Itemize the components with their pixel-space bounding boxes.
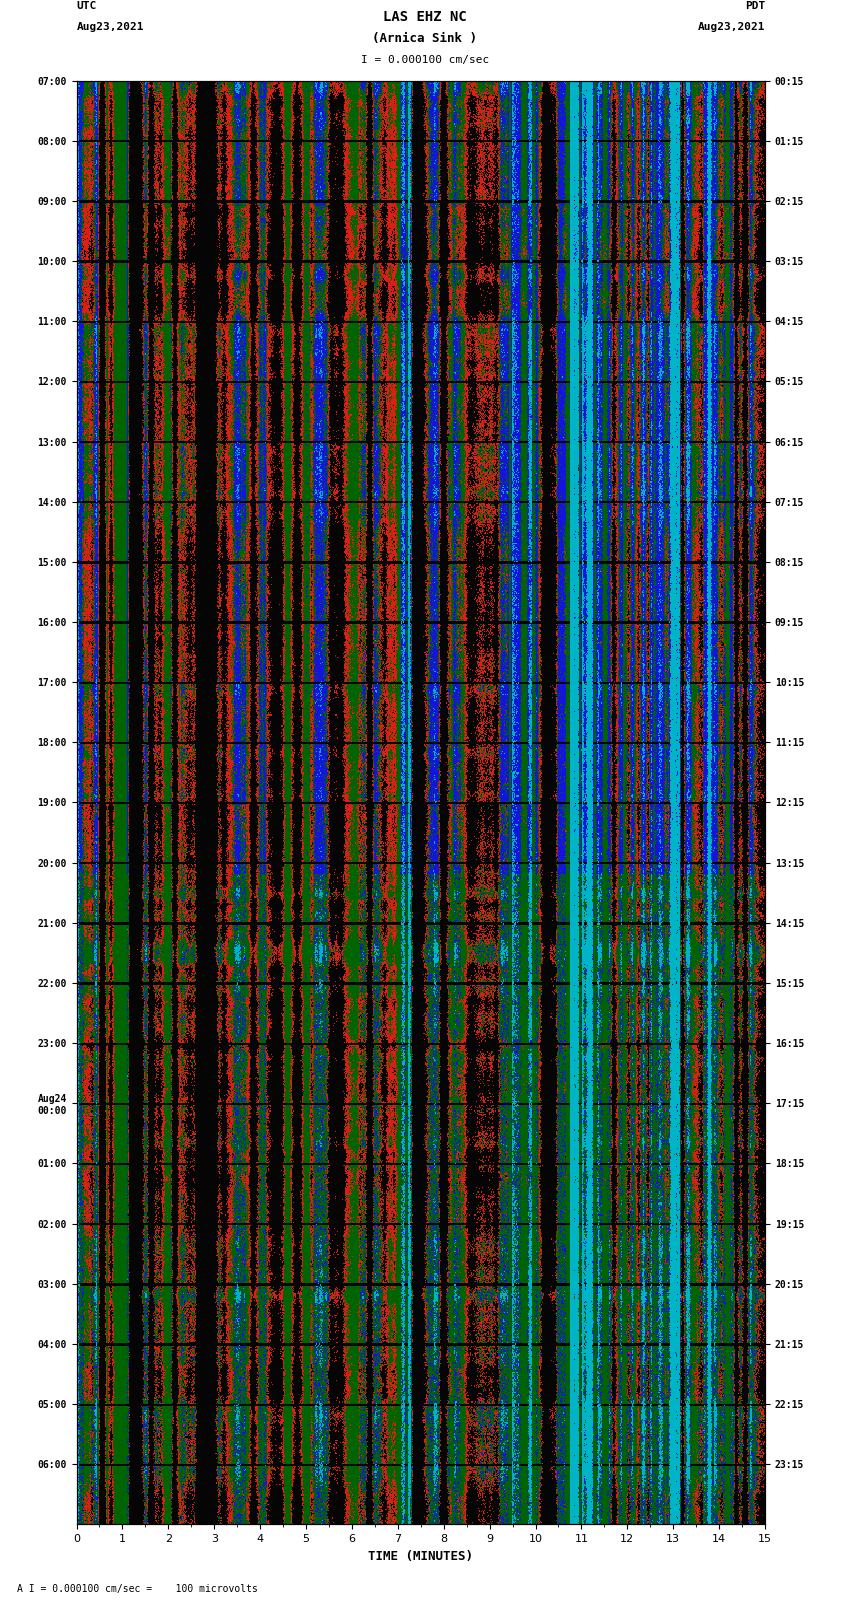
Text: LAS EHZ NC: LAS EHZ NC [383,10,467,24]
Text: (Arnica Sink ): (Arnica Sink ) [372,32,478,45]
Text: A I = 0.000100 cm/sec =    100 microvolts: A I = 0.000100 cm/sec = 100 microvolts [17,1584,258,1594]
Text: I = 0.000100 cm/sec: I = 0.000100 cm/sec [361,55,489,65]
Text: PDT: PDT [745,2,765,11]
Text: UTC: UTC [76,2,97,11]
Text: Aug23,2021: Aug23,2021 [76,23,144,32]
Text: Aug23,2021: Aug23,2021 [698,23,765,32]
X-axis label: TIME (MINUTES): TIME (MINUTES) [368,1550,473,1563]
